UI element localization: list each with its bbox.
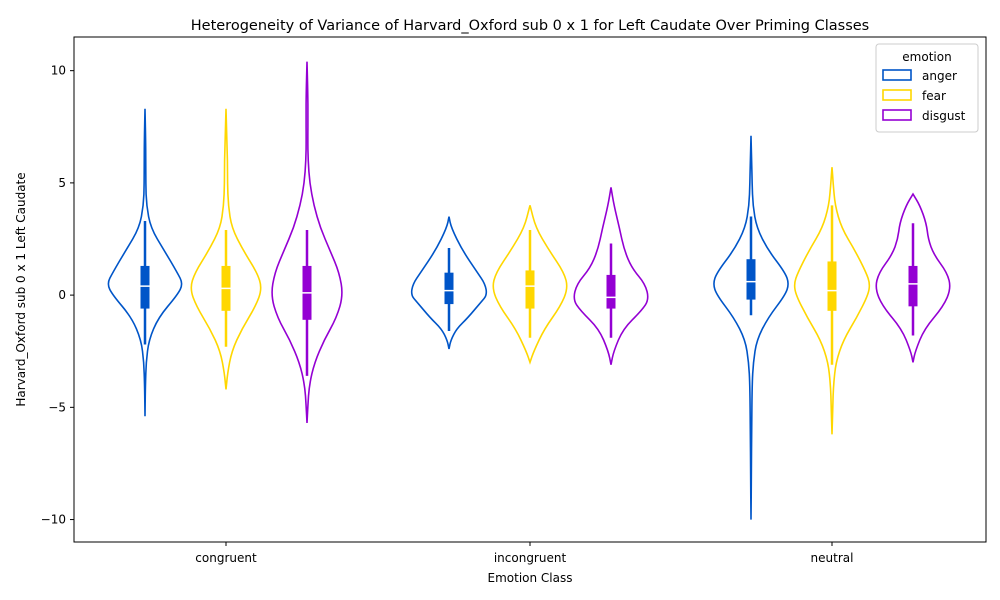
violin-iqr-box: [827, 261, 837, 311]
violin-outline: [190, 108, 262, 390]
violin-outline: [875, 192, 951, 363]
chart-title: Heterogeneity of Variance of Harvard_Oxf…: [191, 18, 869, 34]
violin-outline: [107, 108, 183, 417]
y-tick-label: 5: [58, 176, 66, 190]
violin-fear-congruent: [190, 108, 262, 390]
x-axis: congruent incongruent neutral: [195, 542, 853, 565]
violin-iqr-box: [444, 272, 454, 305]
violin-iqr-box: [908, 265, 918, 307]
violin-outline: [573, 187, 649, 365]
legend-title: emotion: [902, 50, 951, 64]
y-axis-label: Harvard_Oxford sub 0 x 1 Left Caudate: [14, 172, 28, 406]
x-axis-label: Emotion Class: [488, 571, 573, 585]
x-tick-label: incongruent: [494, 551, 567, 565]
violin-outline: [271, 61, 343, 424]
y-tick-label: −5: [48, 400, 66, 414]
legend-label-disgust: disgust: [922, 109, 966, 123]
y-axis: −10 −5 0 5 10: [41, 64, 74, 527]
legend-swatch-anger: [882, 69, 912, 81]
x-tick-label: neutral: [811, 551, 854, 565]
violin-iqr-box: [606, 274, 616, 309]
violin-iqr-box: [525, 270, 535, 309]
legend-swatch-disgust: [882, 109, 912, 121]
legend-label-fear: fear: [922, 89, 946, 103]
violin-disgust-incongruent: [573, 187, 649, 365]
violin-iqr-box: [140, 265, 150, 309]
legend-swatch-fear: [882, 89, 912, 101]
violin-anger-neutral: [713, 135, 789, 520]
legend-label-anger: anger: [922, 69, 957, 83]
y-tick-label: 10: [51, 64, 66, 78]
violin-iqr-box: [746, 259, 756, 300]
violin-outline: [410, 216, 488, 350]
violin-disgust-neutral: [875, 192, 951, 363]
violin-fear-neutral: [793, 167, 871, 435]
plot-area: [107, 61, 951, 520]
violin-disgust-congruent: [271, 61, 343, 424]
violin-anger-incongruent: [410, 216, 488, 350]
violin-fear-incongruent: [492, 205, 568, 365]
y-tick-label: 0: [58, 288, 66, 302]
y-tick-label: −10: [41, 513, 66, 527]
violin-outline: [713, 135, 789, 520]
legend: emotion anger fear disgust: [875, 43, 979, 133]
violin-anger-congruent: [107, 108, 183, 417]
violin-outline: [492, 205, 568, 365]
violin-outline: [793, 167, 871, 435]
x-tick-label: congruent: [195, 551, 257, 565]
